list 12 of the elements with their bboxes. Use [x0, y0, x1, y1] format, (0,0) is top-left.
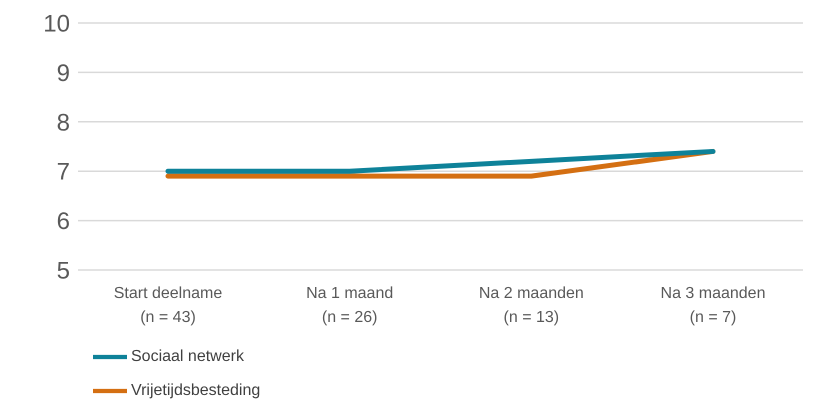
y-tick-label: 6 [56, 208, 70, 236]
y-tick-label: 9 [56, 60, 70, 87]
x-tick-label: Start deelname (n = 43) [114, 285, 222, 326]
x-tick-label: Na 2 maanden (n = 13) [478, 285, 584, 326]
y-tick-label: 10 [43, 10, 70, 38]
y-tick-label: 7 [56, 158, 70, 186]
y-tick-label: 8 [56, 109, 70, 136]
x-tick-label: Na 3 maanden (n = 7) [660, 285, 766, 326]
legend-label: Vrijetijdsbesteding [131, 382, 260, 400]
legend-label: Sociaal netwerk [131, 348, 244, 366]
x-tick-label: Na 1 maand (n = 26) [306, 285, 394, 326]
y-tick-label: 5 [56, 258, 70, 285]
